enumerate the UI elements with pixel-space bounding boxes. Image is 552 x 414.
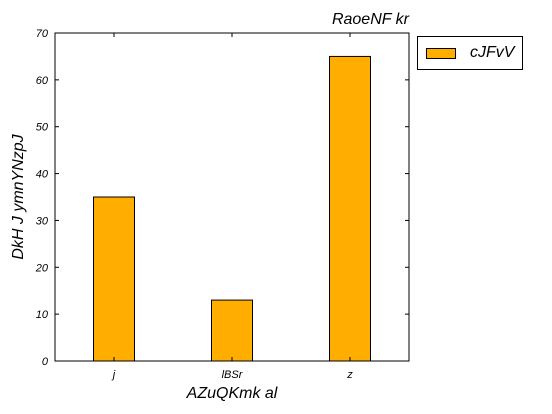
x-axis-label: AZuQKmk al bbox=[186, 385, 278, 402]
x-tick-label: lBSr bbox=[222, 369, 244, 381]
y-tick-label: 30 bbox=[36, 215, 49, 227]
y-tick-label: 50 bbox=[36, 122, 49, 134]
y-tick-label: 40 bbox=[36, 169, 49, 181]
legend-swatch bbox=[426, 48, 456, 59]
y-tick-label: 60 bbox=[36, 75, 49, 87]
legend-label: cJFvV bbox=[470, 44, 515, 61]
y-axis-label: DkH J ymnYNzpJ bbox=[10, 133, 27, 259]
x-tick-label: z bbox=[346, 369, 353, 381]
y-tick-label: 70 bbox=[36, 28, 49, 40]
y-tick-label: 10 bbox=[36, 309, 49, 321]
bar bbox=[211, 299, 253, 362]
plot-area: 0 10 20 30 40 50 60 70 j lBSr z bbox=[35, 28, 410, 381]
bar bbox=[329, 55, 371, 362]
y-tick-label: 20 bbox=[35, 262, 49, 274]
bar bbox=[93, 196, 135, 362]
y-tick-label: 0 bbox=[42, 356, 49, 368]
legend: cJFvV bbox=[417, 36, 523, 70]
chart-title: RaoeNF kr bbox=[332, 11, 410, 28]
x-tick-label: j bbox=[111, 369, 116, 381]
